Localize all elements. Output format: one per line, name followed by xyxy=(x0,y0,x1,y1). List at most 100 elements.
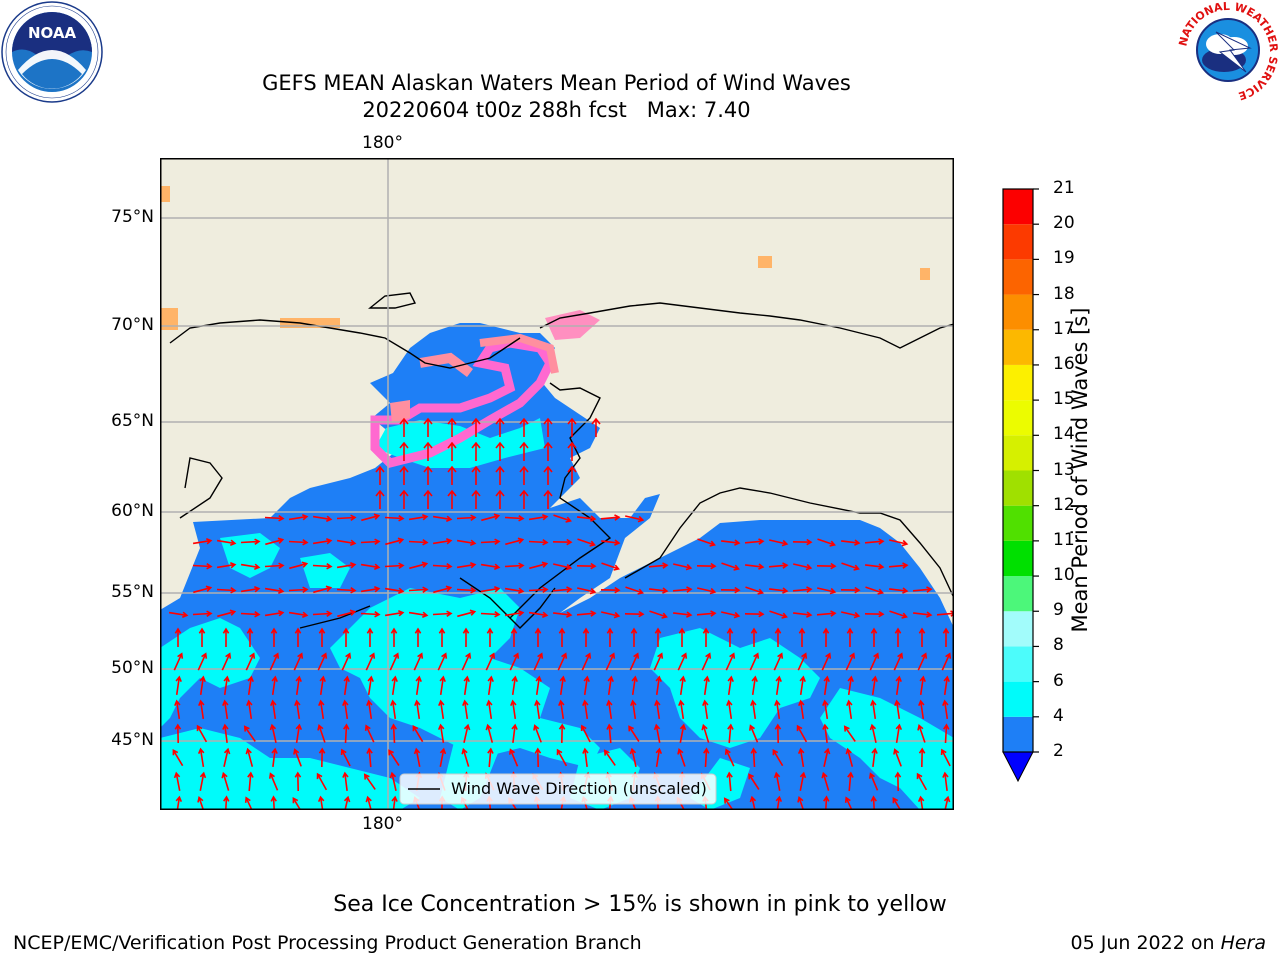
direction-arrow xyxy=(558,699,565,720)
direction-arrow xyxy=(223,747,231,767)
direction-arrow xyxy=(869,772,879,791)
direction-arrow xyxy=(916,772,928,791)
direction-arrow xyxy=(889,587,909,594)
direction-arrow xyxy=(413,747,421,767)
direction-arrow xyxy=(399,417,409,437)
direction-arrow xyxy=(336,514,357,521)
direction-arrow xyxy=(384,587,405,595)
direction-arrow xyxy=(495,441,505,461)
direction-arrow xyxy=(817,587,837,595)
direction-arrow xyxy=(456,587,477,594)
direction-arrow xyxy=(319,675,326,696)
footer-host: Hera xyxy=(1220,932,1266,954)
direction-arrow xyxy=(769,610,788,619)
direction-arrow xyxy=(244,796,253,810)
direction-arrow xyxy=(509,748,519,767)
direction-arrow xyxy=(384,515,405,522)
direction-arrow xyxy=(495,417,505,437)
direction-arrow xyxy=(553,563,573,571)
direction-arrow xyxy=(504,562,525,569)
direction-arrow xyxy=(504,609,525,617)
colorbar-band xyxy=(1003,470,1033,506)
direction-arrow xyxy=(843,725,856,742)
direction-arrow xyxy=(768,562,789,569)
direction-arrow xyxy=(364,724,375,743)
direction-arrow xyxy=(601,562,620,571)
direction-arrow xyxy=(630,627,638,647)
direction-arrow xyxy=(649,587,669,594)
direction-arrow xyxy=(246,699,253,720)
direction-arrow xyxy=(269,772,279,791)
direction-arrow xyxy=(895,723,903,744)
direction-arrow xyxy=(653,723,661,743)
direction-arrow xyxy=(871,675,878,696)
direction-arrow xyxy=(271,747,278,767)
direction-arrow xyxy=(437,652,448,671)
direction-arrow xyxy=(603,749,616,766)
direction-arrow xyxy=(942,627,950,647)
direction-arrow xyxy=(701,723,710,743)
direction-arrow xyxy=(486,627,494,647)
direction-arrow xyxy=(865,563,885,570)
direction-arrow xyxy=(336,587,357,594)
direction-arrow xyxy=(533,724,542,743)
direction-arrow xyxy=(558,627,566,647)
direction-arrow xyxy=(894,699,901,720)
direction-arrow xyxy=(174,723,182,744)
colorbar-title: Mean Period of Wind Waves [s] xyxy=(1068,307,1092,633)
direction-arrow xyxy=(519,489,529,509)
direction-arrow xyxy=(744,538,765,545)
direction-arrow xyxy=(471,417,481,437)
direction-arrow xyxy=(198,627,206,647)
direction-arrow xyxy=(796,724,808,743)
direction-arrow xyxy=(821,771,830,791)
colorbar-band xyxy=(1003,189,1033,225)
noaa-logo-icon: NOAA xyxy=(1,1,103,103)
direction-arrow xyxy=(567,441,577,461)
direction-arrow xyxy=(864,610,885,618)
direction-arrow xyxy=(408,611,429,619)
direction-arrow xyxy=(318,627,326,647)
direction-arrow xyxy=(391,675,398,696)
direction-arrow xyxy=(504,515,525,522)
direction-arrow xyxy=(461,652,472,671)
direction-arrow xyxy=(438,699,445,720)
direction-arrow xyxy=(888,562,909,569)
direction-arrow xyxy=(943,723,950,744)
noaa-logo-text: NOAA xyxy=(28,24,77,42)
direction-arrow xyxy=(432,515,453,523)
direction-arrow xyxy=(582,699,589,720)
direction-arrow xyxy=(175,675,182,696)
direction-arrow xyxy=(727,675,734,696)
colorbar-tick-label: 8 xyxy=(1053,635,1064,656)
direction-arrow xyxy=(543,465,553,485)
direction-arrow xyxy=(912,586,933,593)
direction-arrow xyxy=(917,724,926,743)
direction-arrow xyxy=(918,747,926,768)
direction-arrow xyxy=(317,652,328,671)
direction-arrow xyxy=(559,675,566,696)
direction-arrow xyxy=(343,795,351,810)
direction-arrow xyxy=(197,747,205,768)
direction-arrow xyxy=(197,796,205,810)
direction-arrow xyxy=(751,675,758,696)
direction-arrow xyxy=(384,562,405,569)
direction-arrow xyxy=(799,771,807,791)
direction-arrow xyxy=(295,723,303,744)
lon-label-bottom: 180° xyxy=(362,814,403,834)
direction-arrow xyxy=(847,675,854,696)
direction-arrow xyxy=(581,652,592,671)
direction-arrow xyxy=(726,627,734,647)
direction-arrow xyxy=(775,675,782,696)
direction-arrow xyxy=(750,699,757,720)
direction-arrow xyxy=(845,747,854,767)
map-frame: Wind Wave Direction (unscaled) xyxy=(160,158,954,810)
footer-date: 05 Jun 2022 on xyxy=(1070,932,1221,954)
colorbar-tick-label: 11 xyxy=(1053,529,1075,550)
direction-arrow xyxy=(895,675,902,696)
direction-arrow xyxy=(172,748,184,767)
direction-arrow xyxy=(892,796,902,810)
direction-arrow xyxy=(408,586,429,593)
direction-arrow xyxy=(793,563,813,571)
direction-arrow xyxy=(845,652,856,671)
